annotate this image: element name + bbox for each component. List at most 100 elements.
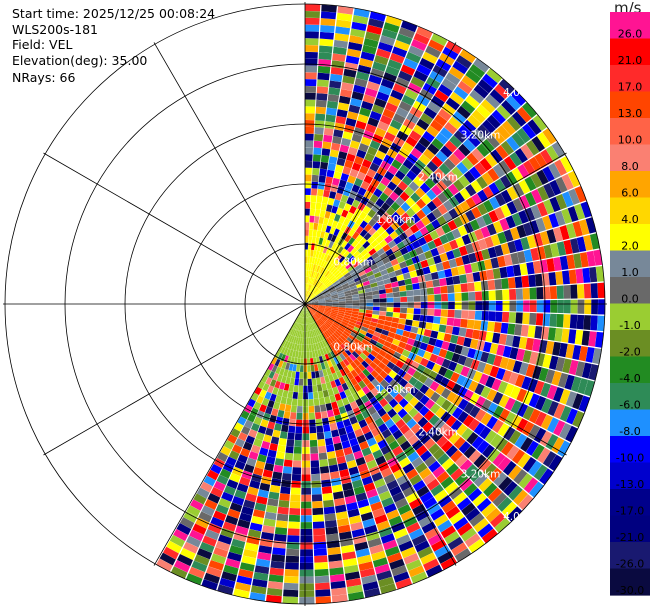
radar-gate bbox=[420, 216, 431, 227]
radar-gate bbox=[389, 379, 399, 389]
radar-gate bbox=[339, 531, 352, 540]
radar-gate bbox=[494, 207, 506, 220]
radar-gate bbox=[272, 429, 281, 438]
radar-gate bbox=[399, 457, 411, 469]
radar-gate bbox=[374, 392, 384, 402]
radar-gate bbox=[231, 538, 246, 549]
radar-gate bbox=[315, 418, 323, 427]
radar-gate bbox=[325, 305, 333, 308]
radar-gate bbox=[401, 266, 410, 274]
radar-gate bbox=[336, 328, 343, 335]
radar-gate bbox=[540, 414, 553, 430]
radar-gate bbox=[320, 325, 326, 333]
radar-gate bbox=[393, 297, 401, 303]
radar-gate bbox=[416, 26, 433, 39]
radar-gate bbox=[346, 153, 356, 163]
radar-gate bbox=[342, 166, 352, 175]
radar-gate bbox=[393, 250, 403, 259]
radar-gate bbox=[438, 366, 448, 377]
radar-gate bbox=[358, 143, 369, 153]
radar-gate bbox=[320, 25, 335, 33]
radar-gate bbox=[384, 131, 396, 143]
radar-gate bbox=[340, 248, 347, 256]
radar-gate bbox=[351, 444, 361, 454]
radar-gate bbox=[331, 309, 339, 313]
radar-gate bbox=[518, 473, 533, 489]
radar-gate bbox=[245, 493, 257, 503]
radar-gate bbox=[333, 281, 341, 288]
radar-gate bbox=[365, 291, 373, 296]
radar-gate bbox=[536, 169, 549, 185]
radar-gate bbox=[410, 192, 421, 203]
radar-gate bbox=[332, 136, 342, 145]
radar-gate bbox=[341, 320, 349, 326]
radar-gate bbox=[531, 189, 543, 204]
radar-gate bbox=[517, 163, 530, 179]
radar-gate bbox=[299, 324, 303, 331]
radar-gate bbox=[262, 412, 271, 422]
radar-gate bbox=[367, 274, 376, 281]
radar-gate bbox=[323, 189, 331, 198]
radar-gate bbox=[366, 488, 378, 499]
radar-gate bbox=[311, 487, 322, 495]
radar-gate bbox=[193, 493, 207, 505]
radar-gate bbox=[315, 370, 320, 379]
radar-gate bbox=[417, 546, 434, 559]
radar-gate bbox=[312, 161, 321, 169]
range-ring-label: 0.80km bbox=[333, 341, 373, 353]
radar-gate bbox=[307, 310, 310, 317]
radar-gate bbox=[534, 273, 543, 287]
radar-gate bbox=[246, 457, 257, 467]
radar-gate bbox=[298, 385, 304, 393]
radar-gate bbox=[504, 397, 516, 411]
range-ring-label: 4.00km bbox=[503, 511, 543, 523]
radar-gate bbox=[457, 411, 469, 423]
radar-gate bbox=[375, 276, 384, 282]
radar-gate bbox=[356, 355, 365, 364]
radar-gate bbox=[299, 365, 304, 373]
radar-gate bbox=[277, 409, 285, 418]
radar-gate bbox=[549, 313, 557, 327]
radar-gate bbox=[348, 591, 365, 601]
radar-gate bbox=[321, 196, 329, 205]
radar-gate bbox=[291, 350, 296, 358]
radar-gate bbox=[405, 559, 422, 571]
radar-gate bbox=[308, 309, 314, 316]
radar-gate bbox=[412, 479, 426, 492]
radar-gate bbox=[303, 378, 308, 386]
radar-gate bbox=[234, 582, 251, 592]
radar-gate bbox=[287, 391, 294, 399]
radar-gate bbox=[497, 380, 509, 394]
radar-gate bbox=[467, 310, 476, 320]
radar-gate bbox=[283, 340, 289, 348]
radar-gate bbox=[254, 502, 267, 512]
radar-gate bbox=[336, 287, 344, 293]
radar-gate bbox=[494, 278, 503, 290]
radar-gate bbox=[310, 308, 316, 313]
radar-gate bbox=[354, 242, 363, 251]
radar-gate bbox=[474, 162, 487, 176]
radar-gate bbox=[339, 278, 347, 284]
radar-gate bbox=[292, 391, 298, 400]
radar-gate bbox=[400, 64, 416, 76]
radar-gate bbox=[513, 489, 528, 506]
radar-gate bbox=[427, 101, 441, 114]
radar-gate bbox=[441, 399, 452, 411]
radar-gate bbox=[405, 51, 422, 64]
radar-gate bbox=[429, 230, 439, 240]
radar-gate bbox=[372, 449, 384, 460]
radar-gate bbox=[350, 377, 358, 386]
radar-gate bbox=[440, 145, 453, 158]
radar-gate bbox=[342, 318, 350, 324]
radar-gate bbox=[289, 328, 295, 336]
radar-gate bbox=[315, 312, 322, 318]
radar-gate bbox=[434, 294, 442, 302]
radar-gate bbox=[459, 478, 473, 492]
start-time-label: Start time: 2025/12/25 00:08:24 bbox=[12, 6, 216, 21]
radar-gate bbox=[261, 375, 269, 383]
radar-gate bbox=[334, 414, 343, 423]
radar-gate bbox=[495, 311, 503, 322]
radar-gate bbox=[537, 447, 551, 464]
radar-gate bbox=[284, 333, 290, 341]
radar-gate bbox=[374, 127, 387, 138]
